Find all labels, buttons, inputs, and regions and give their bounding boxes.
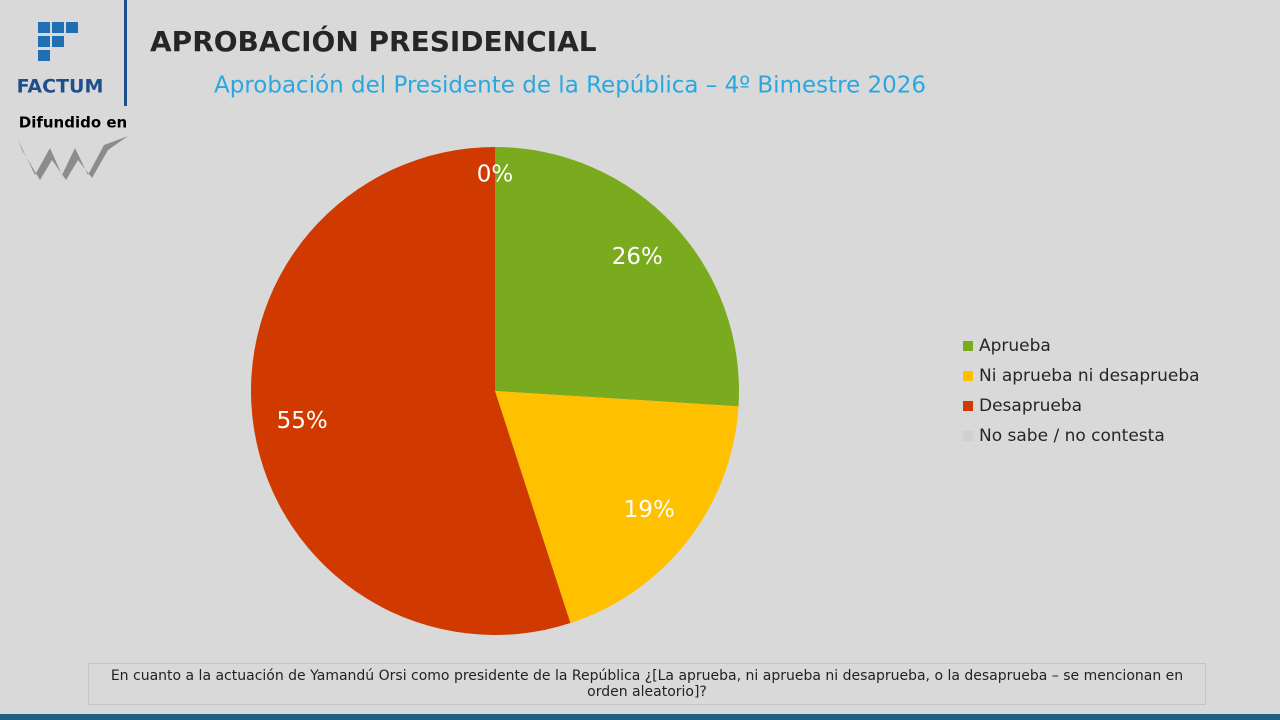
logo-icon xyxy=(38,22,78,61)
bottom-bar xyxy=(0,714,1280,720)
divider xyxy=(124,0,127,106)
brand-name: FACTUM xyxy=(17,76,104,98)
legend-swatch xyxy=(963,401,973,411)
chart-subtitle: Aprobación del Presidente de la Repúblic… xyxy=(214,73,926,99)
legend-label: Aprueba xyxy=(979,336,1051,356)
legend-swatch xyxy=(963,341,973,351)
legend-label: No sabe / no contesta xyxy=(979,426,1165,446)
legend-label: Desaprueba xyxy=(979,396,1082,416)
data-label: 19% xyxy=(624,497,675,523)
data-label: 55% xyxy=(277,408,328,434)
footnote: En cuanto a la actuación de Yamandú Orsi… xyxy=(88,663,1206,705)
legend-label: Ni aprueba ni desaprueba xyxy=(979,366,1200,386)
pie-slice xyxy=(250,147,571,636)
pie-slice xyxy=(495,147,739,407)
media-logo xyxy=(18,136,128,180)
pie-slice xyxy=(495,391,739,624)
chart-title: APROBACIÓN PRESIDENCIAL xyxy=(150,24,597,58)
data-label: 26% xyxy=(612,244,663,270)
legend-swatch xyxy=(963,371,973,381)
legend-swatch xyxy=(963,431,973,441)
brand-caption: Difundido en xyxy=(19,114,127,132)
data-label: 0% xyxy=(477,162,514,188)
